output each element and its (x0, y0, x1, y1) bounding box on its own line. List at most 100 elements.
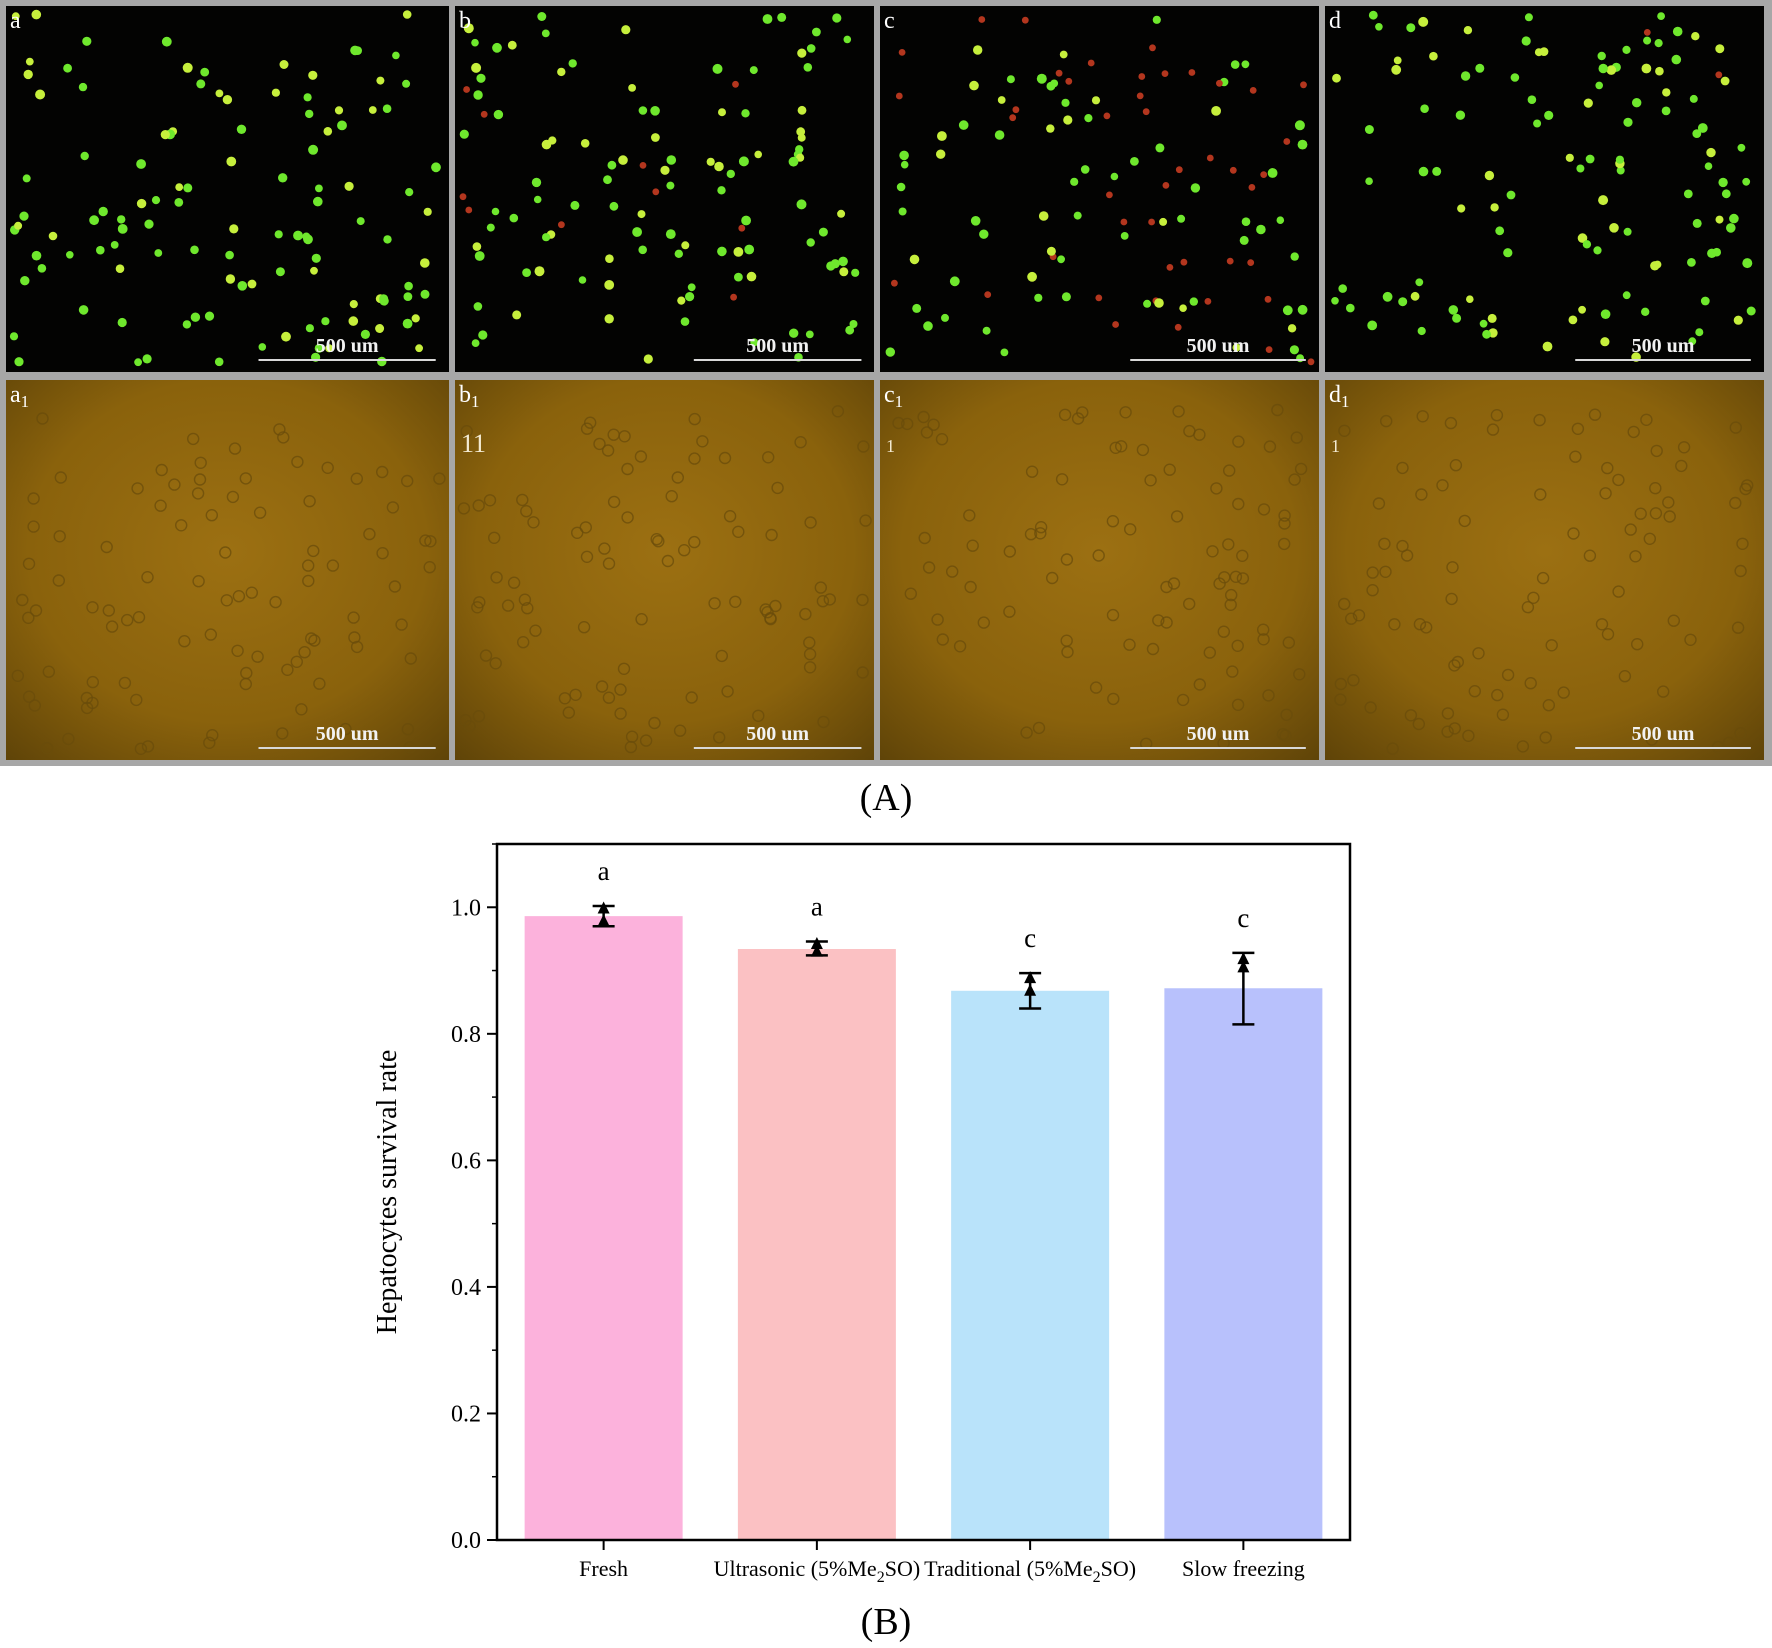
cell-outline (1627, 425, 1640, 439)
cell-outline (1571, 422, 1585, 435)
live-cell-dot (89, 215, 99, 226)
live-cell-dot (1503, 248, 1513, 258)
cell-outline (1656, 685, 1670, 698)
live-cell-dot (638, 106, 648, 115)
cell-outline (918, 531, 931, 545)
live-cell-dot (994, 130, 1005, 140)
live-cell-dot (843, 35, 852, 44)
dead-cell-dot (1249, 87, 1257, 94)
cell-outline (1649, 482, 1662, 495)
cell-outline (721, 685, 734, 698)
cell-outline (527, 516, 540, 529)
dead-cell-dot (1087, 59, 1095, 67)
cell-outline (29, 604, 43, 617)
live-cell-dot (78, 82, 88, 92)
cell-outline (624, 740, 638, 754)
live-cell-dot (937, 131, 947, 141)
live-cell-dot (1418, 16, 1429, 27)
cell-outline (1294, 462, 1308, 476)
cell-outline (1400, 549, 1414, 562)
live-cell-dot (23, 69, 33, 80)
cell-outline (1445, 592, 1458, 606)
live-cell-dot (1448, 305, 1459, 315)
live-cell-dot (115, 264, 125, 274)
cell-outline (52, 574, 65, 587)
cell-outline (804, 516, 817, 529)
cell-outline (1139, 737, 1153, 750)
cell-outline (1468, 685, 1482, 698)
cell-outline (239, 677, 253, 691)
live-cell-dot (1152, 15, 1161, 24)
live-cell-dot (643, 354, 653, 364)
live-cell-dot (677, 296, 686, 305)
live-cell-dot (717, 246, 727, 257)
live-cell-dot (431, 162, 441, 173)
cell-outline (946, 565, 959, 578)
live-cell-dot (838, 256, 848, 267)
live-cell-dot (229, 224, 239, 234)
cell-outline (1624, 523, 1637, 536)
panel-background (1325, 6, 1764, 372)
cell-outline (1206, 545, 1219, 558)
cell-outline (308, 634, 321, 647)
micrograph-panel-b: b 500 um (455, 6, 874, 372)
cell-outline (558, 692, 572, 705)
cell-outline (1601, 628, 1615, 641)
live-cell-dot (734, 272, 743, 282)
cell-outline (86, 601, 99, 614)
live-cell-dot (1120, 232, 1129, 240)
dead-cell-dot (1148, 218, 1155, 226)
cell-outline (1060, 553, 1074, 566)
cell-outline (1458, 514, 1471, 528)
dead-cell-dot (891, 279, 898, 287)
live-cell-dot (797, 48, 807, 58)
live-cell-dot (738, 156, 749, 167)
live-cell-dot (182, 62, 193, 73)
live-cell-dot (1000, 348, 1009, 357)
live-cell-dot (557, 67, 566, 77)
dead-cell-dot (1264, 295, 1272, 303)
live-cell-dot (323, 127, 333, 136)
cell-outline (729, 595, 742, 608)
live-cell-dot (1057, 255, 1065, 264)
scale-bar-label: 500 um (746, 723, 809, 745)
cell-outline (1236, 549, 1249, 562)
live-cell-dot (82, 36, 92, 46)
cell-outline (1236, 572, 1250, 585)
live-cell-dot (1565, 153, 1574, 162)
live-cell-dot (1687, 258, 1696, 267)
live-cell-dot (1661, 106, 1671, 116)
live-cell-dot (1241, 60, 1250, 69)
cell-outline (917, 410, 930, 424)
scale-bar-label: 500 um (316, 723, 379, 745)
dead-cell-dot (1095, 294, 1103, 302)
cell-outline (1739, 482, 1752, 496)
cell-outline (472, 499, 485, 512)
cell-outline (1182, 597, 1196, 611)
scale-bar-label: 500 um (1632, 335, 1695, 357)
dead-cell-dot (1012, 106, 1020, 114)
live-cell-dot (1375, 23, 1383, 31)
cell-outline (732, 525, 745, 538)
live-cell-dot (660, 165, 670, 175)
live-cell-dot (225, 274, 236, 284)
cell-outline (1640, 413, 1653, 426)
live-cell-dot (344, 181, 354, 191)
cell-outline (120, 613, 134, 627)
cell-outline (1213, 577, 1226, 590)
live-cell-dot (368, 106, 377, 114)
live-cell-dot (471, 62, 482, 73)
cell-outline (134, 742, 148, 755)
live-cell-dot (1606, 65, 1617, 75)
significance-label: c (1237, 903, 1249, 933)
cell-outline (501, 599, 515, 612)
cell-outline (614, 707, 627, 720)
live-cell-dot (411, 314, 420, 323)
cell-outline (404, 652, 417, 665)
cell-outline (708, 597, 721, 610)
live-cell-dot (849, 320, 858, 328)
cell-outline (1257, 633, 1270, 646)
cell-outline (607, 495, 621, 509)
cell-outline (295, 703, 308, 716)
cell-outline (584, 416, 597, 429)
